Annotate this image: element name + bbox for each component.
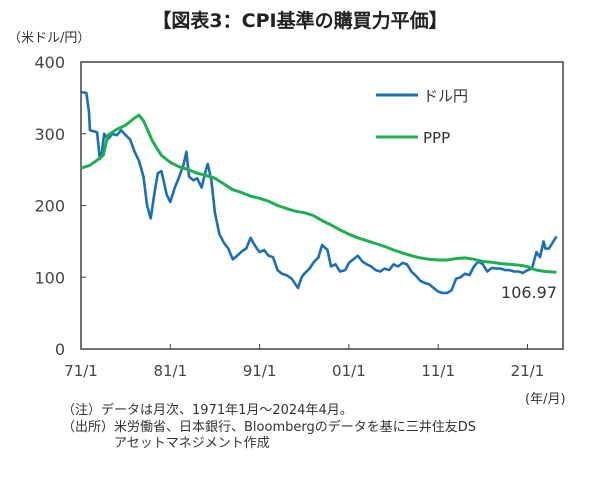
x-tick-label: 91/1 — [243, 362, 277, 380]
source-text-cont: アセットマネジメント作成 — [62, 436, 270, 451]
x-tick-label: 21/1 — [511, 362, 545, 380]
y-tick-label: 100 — [34, 268, 65, 287]
note-text: （注）データは月次、1971年1月～2024年4月。 — [62, 403, 353, 418]
x-tick-label: 71/1 — [64, 362, 98, 380]
y-tick-label: 300 — [34, 125, 65, 144]
x-tick-label: 81/1 — [153, 362, 187, 380]
value-annotation: 106.97 — [501, 283, 557, 302]
y-tick-label: 0 — [55, 340, 65, 359]
chart-title: 【図表3：CPI基準の購買力平価】 — [152, 10, 448, 32]
x-tick-label: 11/1 — [421, 362, 455, 380]
x-axis-unit: (年/月) — [525, 392, 566, 407]
y-tick-label: 200 — [34, 197, 65, 216]
series-line-usdjpy — [80, 90, 558, 295]
legend-label: ドル円 — [423, 87, 468, 105]
y-tick-label: 400 — [34, 53, 65, 72]
legend-label: PPP — [423, 129, 450, 147]
y-axis-label: （米ドル/円） — [8, 31, 91, 46]
x-tick-label: 01/1 — [332, 362, 366, 380]
series-line-ppp — [80, 113, 557, 274]
source-text: （出所）米労働省、日本銀行、Bloombergのデータを基に三井住友DS — [62, 420, 476, 435]
